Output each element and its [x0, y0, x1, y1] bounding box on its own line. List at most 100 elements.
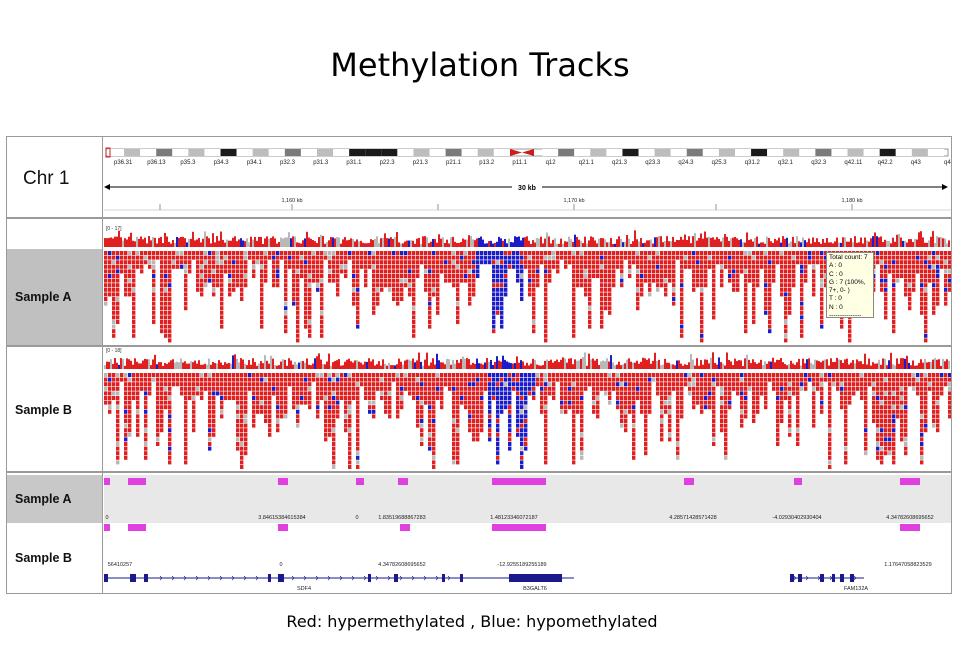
read	[248, 377, 252, 382]
read	[328, 419, 332, 423]
read	[788, 419, 792, 423]
coverage-bar	[928, 240, 930, 247]
coverage-bar	[204, 231, 206, 247]
read	[812, 382, 816, 387]
coverage-bar	[604, 361, 606, 369]
track-label-sample-b[interactable]: Sample B	[15, 403, 72, 417]
read	[476, 428, 480, 433]
band-label: p36.13	[147, 160, 166, 166]
coverage-bar	[914, 365, 916, 369]
read	[516, 428, 520, 433]
read	[348, 414, 352, 419]
read	[372, 377, 376, 382]
read	[228, 264, 232, 269]
read	[104, 377, 108, 382]
read	[912, 278, 916, 283]
read	[292, 400, 296, 405]
read	[460, 251, 464, 255]
coverage-bar	[500, 361, 502, 369]
read	[924, 324, 928, 329]
read	[508, 255, 512, 260]
coverage-bar	[382, 237, 384, 247]
cytoband	[317, 149, 334, 156]
track-label-sample-a[interactable]: Sample A	[7, 249, 102, 345]
read	[904, 405, 908, 410]
read	[144, 260, 148, 265]
read	[644, 409, 648, 414]
read	[816, 386, 820, 391]
read	[284, 315, 288, 320]
sample-a-coverage[interactable]	[104, 230, 950, 247]
read	[488, 405, 492, 410]
read	[404, 264, 408, 269]
read	[936, 255, 940, 260]
read	[488, 432, 492, 437]
coverage-bar	[406, 359, 408, 369]
read	[400, 260, 404, 265]
read	[532, 373, 536, 377]
read	[580, 455, 584, 460]
read	[376, 269, 380, 274]
read	[432, 423, 436, 428]
read	[748, 386, 752, 391]
read	[496, 377, 500, 382]
read	[880, 274, 884, 278]
read	[920, 451, 924, 456]
read	[224, 269, 228, 274]
read	[324, 373, 328, 377]
read	[740, 382, 744, 387]
coverage-bar	[838, 242, 840, 247]
read	[632, 255, 636, 260]
read	[872, 400, 876, 405]
read	[264, 409, 268, 414]
segment-label-sample-b[interactable]: Sample B	[15, 551, 72, 565]
cytoband	[751, 149, 768, 156]
read	[424, 391, 428, 396]
read	[620, 386, 624, 391]
read	[628, 269, 632, 274]
read	[212, 432, 216, 437]
cytoband	[783, 149, 800, 156]
read	[164, 373, 168, 377]
segment-track-sample-a[interactable]	[104, 478, 920, 485]
coverage-bar	[306, 358, 308, 369]
read	[244, 386, 248, 391]
read	[340, 382, 344, 387]
read	[804, 274, 808, 278]
segment-label-sample-a[interactable]: Sample A	[7, 475, 102, 523]
coverage-bar	[842, 362, 844, 369]
sample-b-reads[interactable]	[104, 373, 952, 469]
coverage-bar	[282, 359, 284, 369]
coverage-bar	[168, 362, 170, 369]
read	[108, 287, 112, 292]
coverage-bar	[878, 359, 880, 369]
read	[780, 391, 784, 396]
read	[644, 446, 648, 451]
read	[224, 396, 228, 400]
tracks-canvas[interactable]: p36.31 p36.13 p35.3 p34.3 p34.1 p32.3 p31.3 p31…	[104, 137, 955, 593]
cytoband	[911, 149, 928, 156]
chromosome-ideogram[interactable]	[105, 147, 949, 158]
read	[220, 377, 224, 382]
read	[348, 391, 352, 396]
read	[932, 251, 936, 255]
read	[812, 255, 816, 260]
read	[308, 283, 312, 288]
read	[824, 251, 828, 255]
coverage-bar	[596, 358, 598, 369]
sample-b-coverage[interactable]	[104, 352, 950, 369]
sample-a-reads[interactable]	[104, 251, 952, 343]
read	[144, 432, 148, 437]
read	[920, 251, 924, 255]
read	[376, 287, 380, 292]
read	[480, 373, 484, 377]
read	[512, 251, 516, 255]
read	[160, 405, 164, 410]
read	[892, 382, 896, 387]
read	[356, 292, 360, 297]
read	[180, 260, 184, 265]
read	[508, 414, 512, 419]
read	[868, 382, 872, 387]
read	[580, 269, 584, 274]
read	[544, 297, 548, 301]
